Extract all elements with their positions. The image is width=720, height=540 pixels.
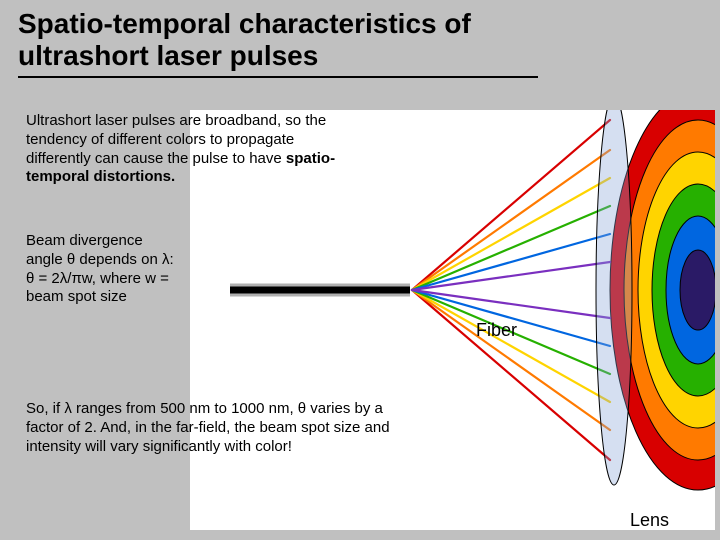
label-fiber: Fiber bbox=[476, 320, 517, 341]
intro-paragraph: Ultrashort laser pulses are broadband, s… bbox=[26, 112, 356, 187]
slide: Spatio-temporal characteristics of ultra… bbox=[0, 0, 720, 540]
slide-title: Spatio-temporal characteristics of ultra… bbox=[18, 8, 538, 78]
conclusion-paragraph: So, if λ ranges from 500 nm to 1000 nm, … bbox=[26, 400, 396, 456]
intro-text-a: Ultrashort laser pulses are broadband, s… bbox=[26, 112, 326, 167]
divergence-paragraph: Beam divergence angle θ depends on λ: θ … bbox=[26, 232, 176, 307]
label-lens: Lens bbox=[630, 510, 669, 531]
